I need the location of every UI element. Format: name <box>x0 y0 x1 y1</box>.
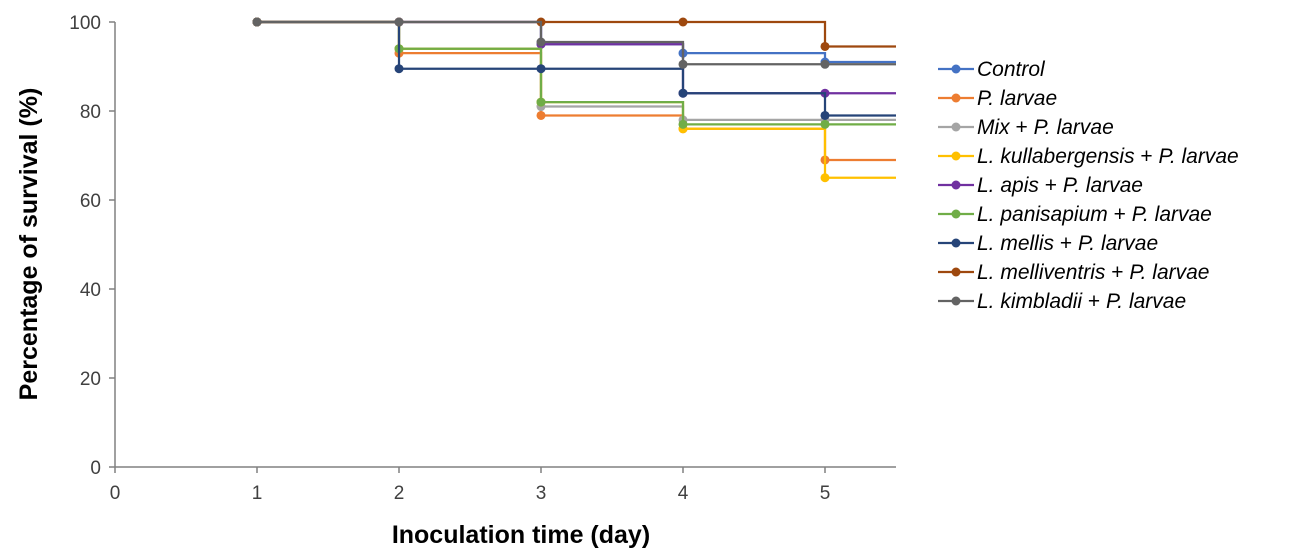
data-point <box>252 17 262 27</box>
legend-label: Mix + P. larvae <box>977 116 1114 139</box>
series-3 <box>252 17 896 125</box>
legend-label-part: L. apis <box>977 174 1039 197</box>
legend-label: L. apis + P. larvae <box>977 174 1143 197</box>
legend-label-part: Mix <box>977 116 1011 139</box>
x-tick-label: 4 <box>678 483 689 504</box>
legend-swatch-marker <box>951 296 961 306</box>
legend-label-part: P. larvae <box>1106 290 1186 313</box>
legend-label-part: P. larvae <box>1159 145 1239 168</box>
legend-item: L. mellis + P. larvae <box>938 232 1158 255</box>
data-point <box>536 37 546 47</box>
legend-label-part: + <box>1082 290 1106 313</box>
legend-item: Mix + P. larvae <box>938 116 1114 139</box>
data-point <box>820 41 830 51</box>
legend-label-part: + <box>1105 261 1129 284</box>
data-point <box>536 110 546 120</box>
legend-label-part: P. larvae <box>1078 232 1158 255</box>
legend-item: P. larvae <box>938 87 1057 110</box>
legend-item: L. kimbladii + P. larvae <box>938 290 1186 313</box>
legend-item: L. apis + P. larvae <box>938 174 1143 197</box>
legend-swatch-marker <box>951 238 961 248</box>
data-point <box>820 173 830 183</box>
legend-item: L. melliventris + P. larvae <box>938 261 1209 284</box>
legend-label: L. melliventris + P. larvae <box>977 261 1209 284</box>
legend-item: L. kullabergensis + P. larvae <box>938 145 1239 168</box>
data-point <box>394 64 404 74</box>
legend-label: P. larvae <box>977 87 1057 110</box>
series-line <box>257 20 896 122</box>
x-tick-label: 0 <box>110 483 121 504</box>
x-axis-title: Inoculation time (day) <box>392 521 650 549</box>
x-tick-label: 2 <box>394 483 405 504</box>
y-tick-label: 40 <box>80 280 101 301</box>
legend-label: L. mellis + P. larvae <box>977 232 1158 255</box>
legend-label: L. kullabergensis + P. larvae <box>977 145 1239 168</box>
data-point <box>394 17 404 27</box>
data-point <box>678 59 688 69</box>
legend-label-part: Control <box>977 58 1046 81</box>
data-point <box>820 59 830 69</box>
y-tick-label: 20 <box>80 369 101 390</box>
legend-label-part: P. larvae <box>1132 203 1212 226</box>
legend-label-part: L. mellis <box>977 232 1055 255</box>
legend-label: L. kimbladii + P. larvae <box>977 290 1186 313</box>
legend-swatch-marker <box>951 209 961 219</box>
x-tick-label: 1 <box>252 483 263 504</box>
series-layer <box>252 17 896 183</box>
legend-label-part: + <box>1039 174 1063 197</box>
series-7 <box>252 17 896 120</box>
legend-swatch-marker <box>951 93 961 103</box>
data-point <box>536 97 546 107</box>
series-6 <box>252 17 896 129</box>
legend-label-part: P. larvae <box>1034 116 1114 139</box>
legend-label-part: L. kullabergensis <box>977 145 1135 168</box>
legend-swatch-marker <box>951 64 961 74</box>
legend-label-part: + <box>1108 203 1132 226</box>
legend-label-part: L. kimbladii <box>977 290 1083 313</box>
series-9 <box>252 17 896 69</box>
legend-label-part: + <box>1010 116 1034 139</box>
legend-label-part: P. larvae <box>1063 174 1143 197</box>
y-tick-label: 60 <box>80 191 101 212</box>
data-point <box>820 110 830 120</box>
legend-label-part: L. melliventris <box>977 261 1106 284</box>
y-tick-label: 80 <box>80 102 101 123</box>
data-point <box>678 17 688 27</box>
legend-label-part: P. larvae <box>1129 261 1209 284</box>
legend-label-part: P. larvae <box>977 87 1057 110</box>
legend-item: L. panisapium + P. larvae <box>938 203 1212 226</box>
series-line <box>257 20 896 66</box>
legend-swatch-marker <box>951 267 961 277</box>
data-point <box>678 88 688 98</box>
legend-label: Control <box>977 58 1046 81</box>
legend-label-part: + <box>1135 145 1159 168</box>
legend-label-part: + <box>1054 232 1078 255</box>
legend-item: Control <box>938 58 1046 81</box>
legend-swatch-marker <box>951 180 961 190</box>
axes-layer: 0 20 40 60 80 100 0 1 2 3 4 5 <box>69 13 896 504</box>
legend-label-part: L. panisapium <box>977 203 1108 226</box>
series-line <box>257 20 896 126</box>
y-tick-label: 0 <box>90 458 101 479</box>
series-2 <box>252 17 896 165</box>
data-point <box>536 64 546 74</box>
y-axis-title: Percentage of survival (%) <box>15 88 43 401</box>
legend-label: L. panisapium + P. larvae <box>977 203 1212 226</box>
x-tick-label: 3 <box>536 483 547 504</box>
x-tick-label: 5 <box>820 483 831 504</box>
y-tick-label: 100 <box>69 13 101 34</box>
series-line <box>257 20 896 95</box>
legend-swatch-marker <box>951 122 961 132</box>
data-point <box>678 119 688 129</box>
legend-swatch-marker <box>951 151 961 161</box>
data-point <box>820 119 830 129</box>
series-5 <box>252 17 896 98</box>
